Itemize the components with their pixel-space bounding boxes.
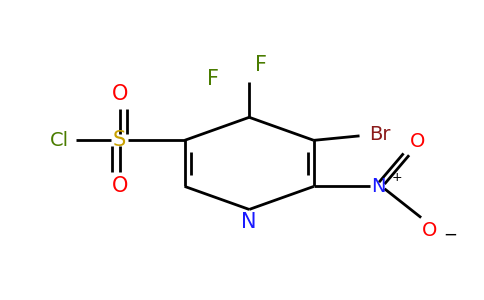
Text: O: O	[422, 221, 437, 241]
Text: +: +	[392, 171, 402, 184]
Text: N: N	[242, 212, 257, 232]
Text: O: O	[409, 132, 425, 151]
Text: O: O	[111, 84, 128, 104]
Text: S: S	[113, 130, 126, 150]
Text: Cl: Cl	[50, 131, 69, 150]
Text: Br: Br	[369, 125, 391, 144]
Text: F: F	[207, 69, 219, 89]
Text: F: F	[255, 55, 267, 75]
Text: −: −	[443, 226, 457, 244]
Text: N: N	[372, 177, 386, 196]
Text: O: O	[111, 176, 128, 196]
